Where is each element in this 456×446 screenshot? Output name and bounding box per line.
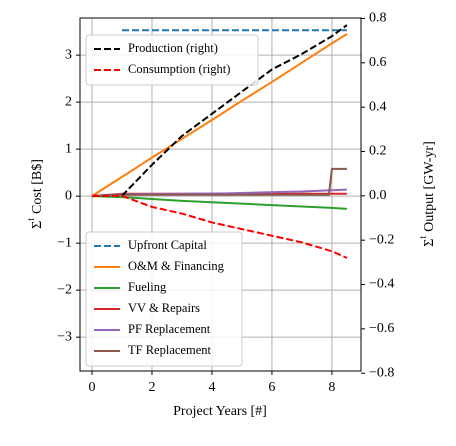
x-tick-label: 8 <box>328 380 335 395</box>
series-line <box>91 194 348 259</box>
legend-label: PF Replacement <box>128 322 211 336</box>
y-tick-label: −1 <box>57 235 72 250</box>
y-axis-label: Σt Cost [B$] <box>26 159 45 229</box>
y2-tick-label: 0.4 <box>369 99 387 114</box>
y-tick-label: 2 <box>65 94 72 109</box>
legend-box <box>85 231 243 367</box>
legend-label: VV & Repairs <box>128 301 200 315</box>
y-tick-label: −3 <box>57 329 72 344</box>
y2-tick-label: 0.6 <box>369 55 387 70</box>
legend-label: Consumption (right) <box>128 62 230 76</box>
legend-box <box>85 34 259 86</box>
y2-tick-label: −0.4 <box>369 277 394 292</box>
y-tick-label: −2 <box>57 282 72 297</box>
series-line <box>91 33 348 197</box>
y2-tick-label: −0.2 <box>369 232 394 247</box>
series-line <box>91 167 347 198</box>
legend: Upfront Capital O&M & Financing Fueling VV … <box>85 231 243 367</box>
y2-axis-label: Σt Output [GW-yr] <box>418 141 437 247</box>
y2-tick-label: −0.6 <box>369 321 394 336</box>
legend-label: TF Replacement <box>128 343 211 357</box>
y2-tick-label: −0.8 <box>369 365 394 380</box>
y2-tick-label: 0.8 <box>369 11 387 26</box>
legend-label: Fueling <box>128 280 167 294</box>
label-part: t <box>26 218 37 221</box>
label-part: t <box>418 236 429 239</box>
y-tick-label: 0 <box>65 188 72 203</box>
plot-frame <box>79 17 362 372</box>
series-line <box>91 24 348 197</box>
y-tick-label: 3 <box>65 47 72 62</box>
label-part: Cost [B$] <box>30 159 45 214</box>
label-part: Output [GW-yr] <box>422 141 437 232</box>
legend-label: O&M & Financing <box>128 259 225 273</box>
legend: Production (right) Consumption (right) <box>85 34 259 86</box>
y2-tick-label: 0.0 <box>369 188 387 203</box>
x-axis-label: Project Years [#] <box>173 404 267 419</box>
x-tick-label: 2 <box>148 380 155 395</box>
label-part: Σ <box>422 239 437 247</box>
y-tick-label: 1 <box>65 141 72 156</box>
label-part: Σ <box>30 221 45 229</box>
series-line <box>91 195 347 210</box>
legend-label: Production (right) <box>128 41 218 55</box>
x-tick-label: 0 <box>88 380 95 395</box>
legend-label: Upfront Capital <box>128 238 207 252</box>
x-tick-label: 6 <box>268 380 275 395</box>
x-tick-label: 4 <box>208 380 215 395</box>
y2-tick-label: 0.2 <box>369 144 387 159</box>
